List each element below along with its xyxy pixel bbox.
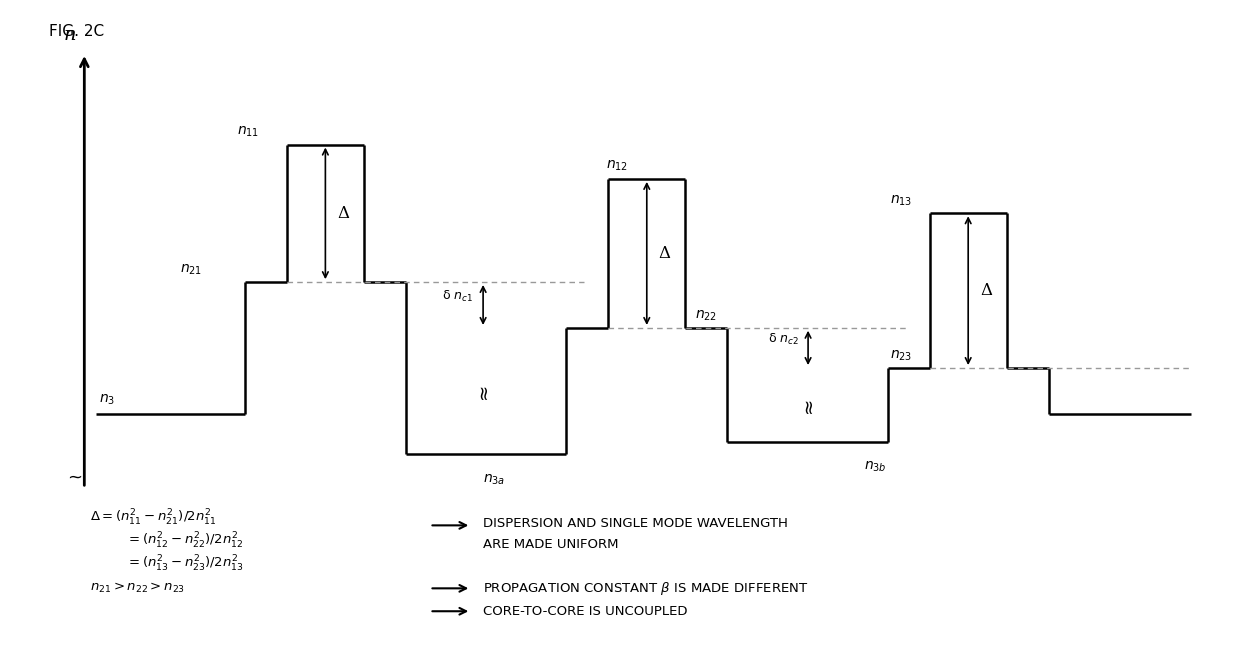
Text: $=(n_{12}^2-n_{22}^2)/2n_{12}^2$: $=(n_{12}^2-n_{22}^2)/2n_{12}^2$: [126, 531, 243, 551]
Text: CORE-TO-CORE IS UNCOUPLED: CORE-TO-CORE IS UNCOUPLED: [484, 604, 688, 617]
Text: Δ: Δ: [658, 245, 671, 262]
Text: ≈: ≈: [474, 383, 492, 399]
Text: ~: ~: [67, 469, 82, 487]
Text: δ $n_{c2}$: δ $n_{c2}$: [768, 332, 799, 347]
Text: DISPERSION AND SINGLE MODE WAVELENGTH: DISPERSION AND SINGLE MODE WAVELENGTH: [484, 517, 787, 530]
Text: $=(n_{13}^2-n_{23}^2)/2n_{13}^2$: $=(n_{13}^2-n_{23}^2)/2n_{13}^2$: [126, 554, 244, 574]
Text: $n_{3a}$: $n_{3a}$: [484, 472, 506, 487]
Text: FIG. 2C: FIG. 2C: [48, 25, 104, 40]
Text: $n_{12}$: $n_{12}$: [605, 159, 627, 174]
Text: PROPAGATION CONSTANT $\beta$ IS MADE DIFFERENT: PROPAGATION CONSTANT $\beta$ IS MADE DIF…: [484, 580, 808, 597]
Text: $n_{3b}$: $n_{3b}$: [864, 460, 887, 474]
Text: $\Delta=(n_{11}^2-n_{21}^2)/2n_{11}^2$: $\Delta=(n_{11}^2-n_{21}^2)/2n_{11}^2$: [91, 508, 217, 528]
Text: $n_{23}$: $n_{23}$: [890, 349, 913, 363]
Text: Δ: Δ: [337, 205, 350, 222]
Text: ARE MADE UNIFORM: ARE MADE UNIFORM: [484, 538, 619, 551]
Text: $n_{21}$: $n_{21}$: [180, 263, 202, 278]
Text: $n_3$: $n_3$: [99, 393, 115, 407]
Text: n: n: [63, 27, 77, 44]
Text: $n_{13}$: $n_{13}$: [890, 193, 913, 207]
Text: ≈: ≈: [799, 397, 817, 413]
Text: $n_{21}>n_{22}>n_{23}$: $n_{21}>n_{22}>n_{23}$: [91, 581, 185, 595]
Text: $n_{22}$: $n_{22}$: [694, 309, 717, 323]
Text: $n_{11}$: $n_{11}$: [237, 125, 259, 139]
Text: Δ: Δ: [980, 282, 992, 299]
Text: δ $n_{c1}$: δ $n_{c1}$: [443, 289, 474, 304]
